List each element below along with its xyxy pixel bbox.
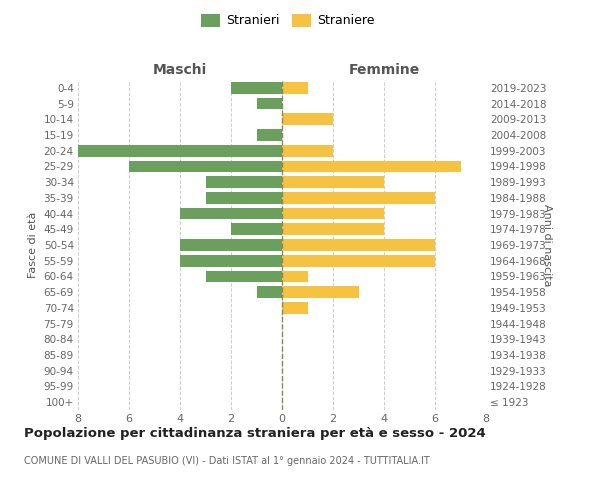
Bar	[282, 192, 435, 204]
Y-axis label: Anni di nascita: Anni di nascita	[542, 204, 553, 286]
Bar	[180, 208, 282, 220]
Bar	[231, 224, 282, 235]
Bar	[282, 255, 435, 266]
Bar	[257, 98, 282, 110]
Text: COMUNE DI VALLI DEL PASUBIO (VI) - Dati ISTAT al 1° gennaio 2024 - TUTTITALIA.IT: COMUNE DI VALLI DEL PASUBIO (VI) - Dati …	[24, 456, 430, 466]
Y-axis label: Fasce di età: Fasce di età	[28, 212, 38, 278]
Bar	[180, 239, 282, 251]
Bar	[282, 82, 308, 94]
Bar	[257, 286, 282, 298]
Bar	[282, 145, 333, 156]
Text: Popolazione per cittadinanza straniera per età e sesso - 2024: Popolazione per cittadinanza straniera p…	[24, 428, 486, 440]
Bar	[206, 176, 282, 188]
Bar	[282, 239, 435, 251]
Bar	[282, 176, 384, 188]
Bar	[282, 114, 333, 125]
Bar	[282, 286, 359, 298]
Legend: Stranieri, Straniere: Stranieri, Straniere	[196, 8, 380, 32]
Bar	[206, 270, 282, 282]
Bar	[282, 208, 384, 220]
Text: Femmine: Femmine	[349, 63, 419, 77]
Bar	[206, 192, 282, 204]
Bar	[129, 160, 282, 172]
Bar	[180, 255, 282, 266]
Bar	[231, 82, 282, 94]
Bar	[257, 129, 282, 141]
Bar	[282, 160, 461, 172]
Bar	[78, 145, 282, 156]
Bar	[282, 270, 308, 282]
Bar	[282, 224, 384, 235]
Bar	[282, 302, 308, 314]
Text: Maschi: Maschi	[153, 63, 207, 77]
